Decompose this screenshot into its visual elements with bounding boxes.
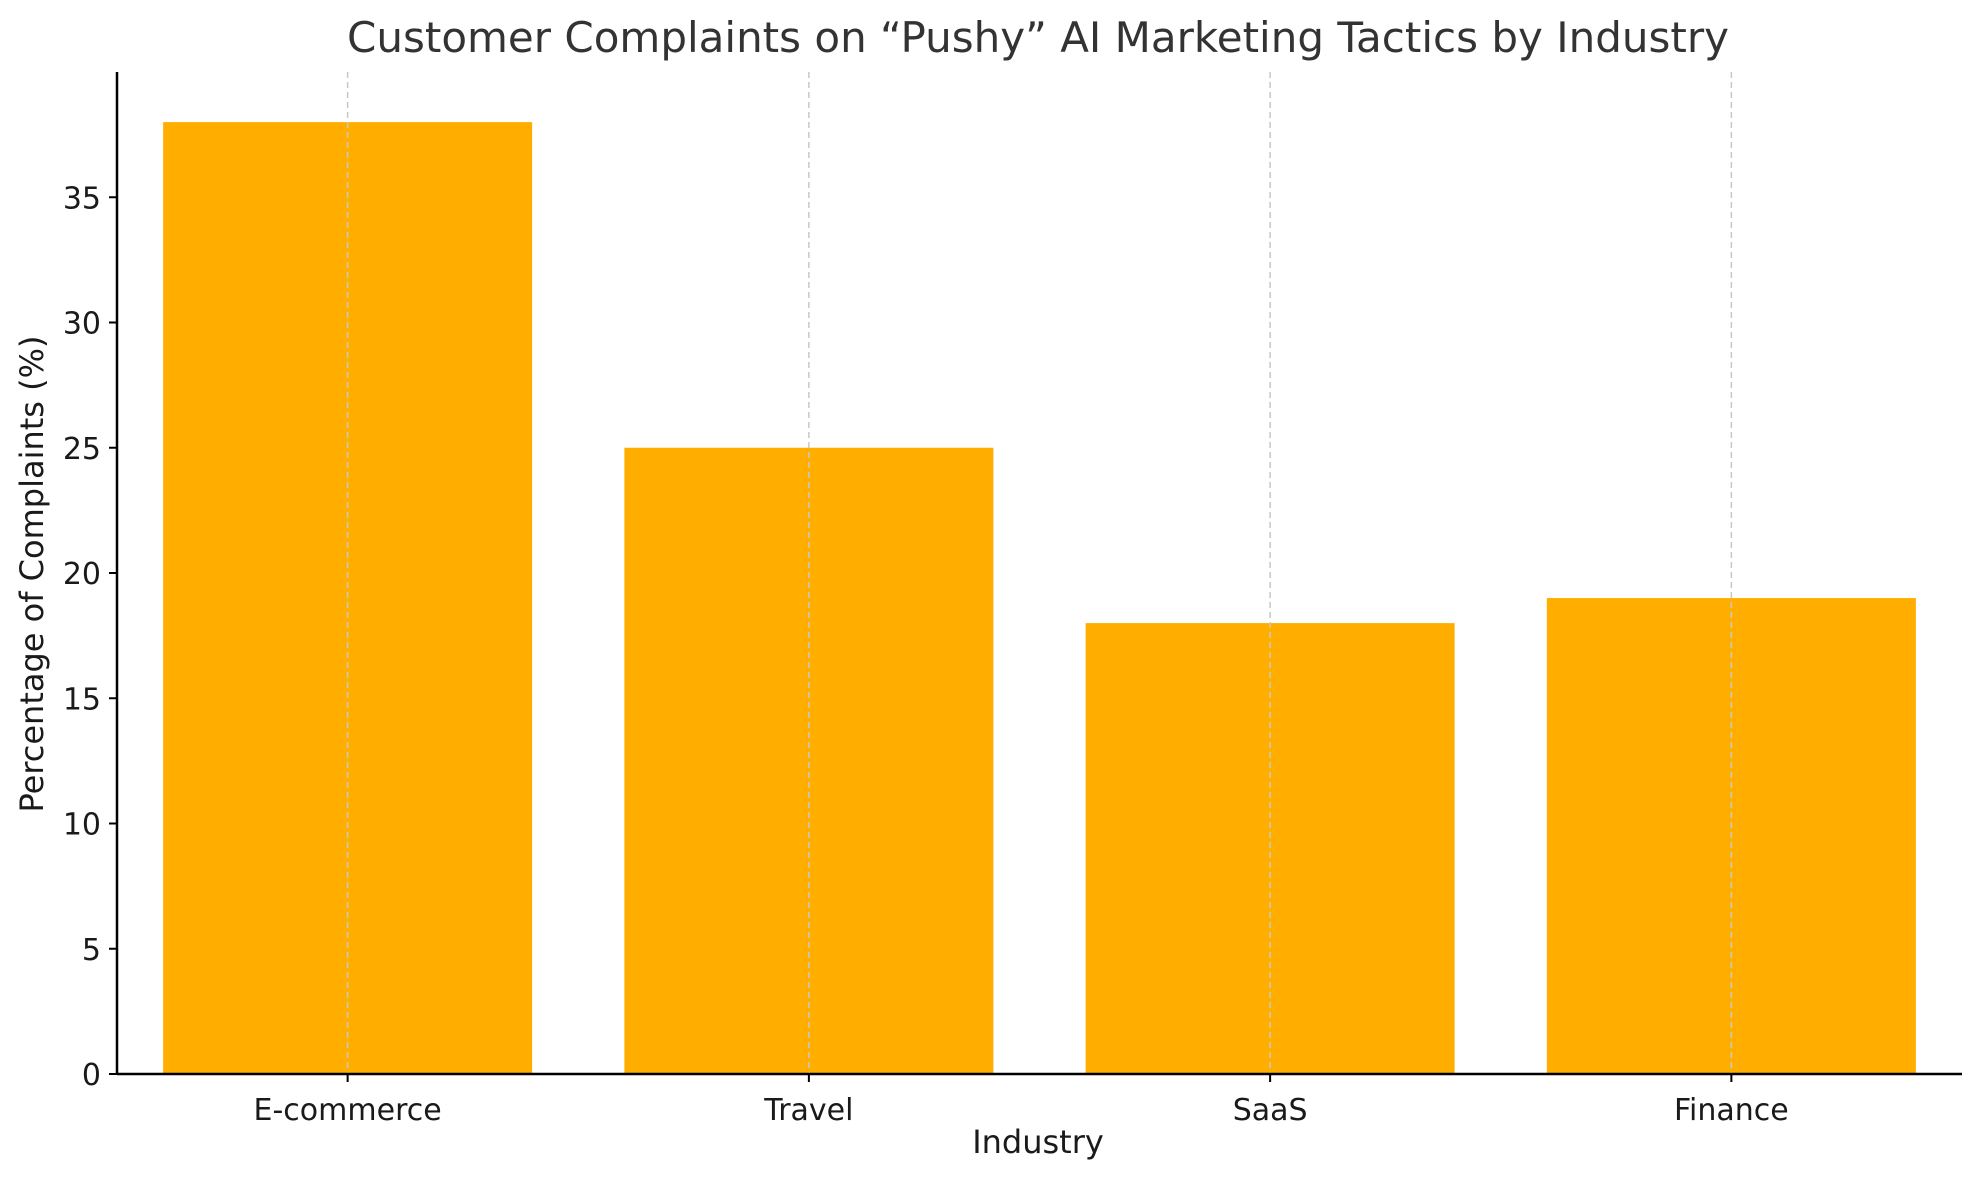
y-tick-label: 15 (63, 682, 101, 717)
x-tick-label: Travel (763, 1093, 853, 1128)
x-axis-label: Industry (972, 1123, 1104, 1161)
y-tick-label: 5 (82, 933, 101, 968)
x-tick-label: E-commerce (254, 1093, 442, 1128)
x-tick-label: SaaS (1233, 1093, 1308, 1128)
y-tick-label: 10 (63, 808, 101, 843)
axes (115, 72, 1962, 1076)
bar-travel (624, 447, 994, 1074)
y-tick-label: 20 (63, 557, 101, 592)
grid-lines (346, 72, 1733, 1074)
y-tick-label: 30 (63, 307, 101, 342)
y-tick-label: 25 (63, 432, 101, 467)
x-ticks: E-commerce Travel SaaS Finance (254, 1074, 1789, 1128)
x-tick-label: Finance (1674, 1093, 1789, 1128)
bars (163, 122, 1916, 1075)
y-ticks: 0 5 10 15 20 25 30 35 (63, 181, 117, 1093)
bar-saas (1085, 623, 1455, 1074)
y-axis-label: Percentage of Complaints (%) (13, 335, 51, 812)
y-tick-label: 0 (82, 1058, 101, 1093)
y-tick-label: 35 (63, 181, 101, 216)
chart-title: Customer Complaints on “Pushy” AI Market… (347, 13, 1729, 62)
